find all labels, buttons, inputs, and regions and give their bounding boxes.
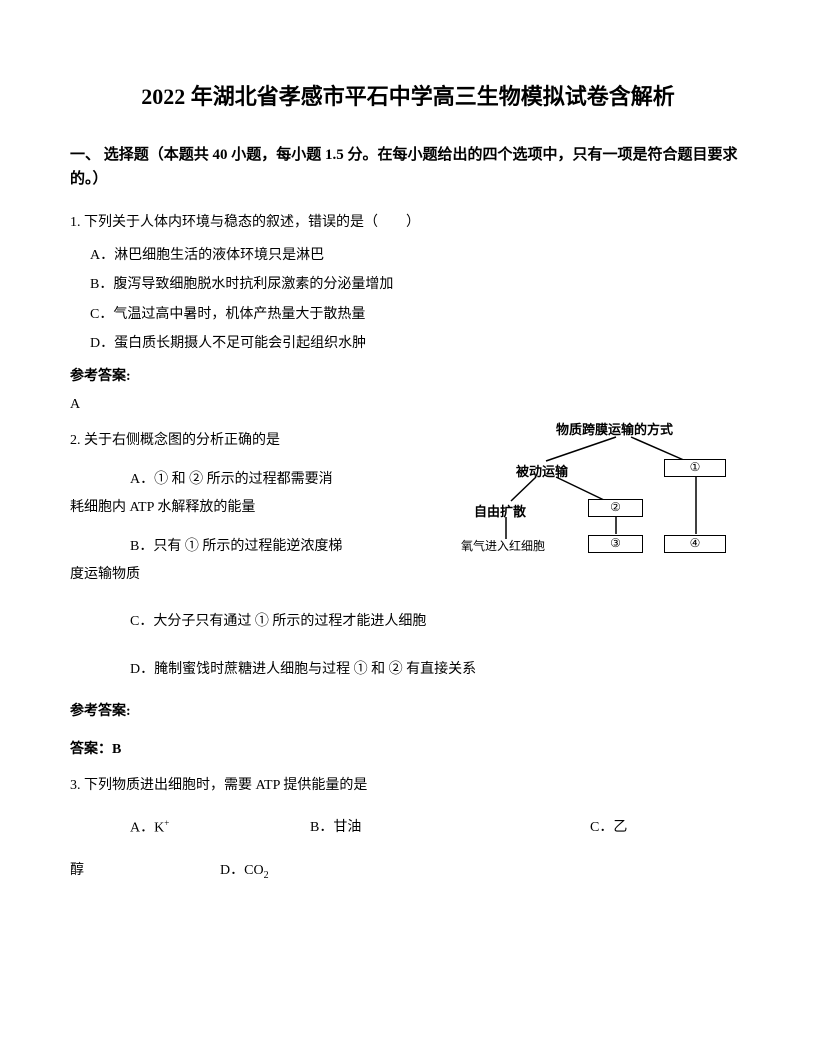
q2-answer-label: 参考答案: <box>70 698 746 726</box>
q1-stem-text: 下列关于人体内环境与稳态的叙述，错误的是（ ） <box>84 215 420 230</box>
q3-option-d: D．CO2 <box>220 857 269 886</box>
q2-number: 2. <box>70 433 81 448</box>
q3-option-b: B．甘油 <box>310 814 510 843</box>
q2-option-b-line2: 度运输物质 <box>70 561 410 589</box>
question-1: 1. 下列关于人体内环境与稳态的叙述，错误的是（ ） A．淋巴细胞生活的液体环境… <box>70 209 746 419</box>
q3-opt-d-sub: 2 <box>264 870 269 881</box>
q2-option-b-line1: B．只有 ① 所示的过程能逆浓度梯 <box>70 532 410 561</box>
q3-number: 3. <box>70 778 81 793</box>
q1-stem: 1. 下列关于人体内环境与稳态的叙述，错误的是（ ） <box>70 209 746 237</box>
q1-option-c: C．气温过高中暑时，机体产热量大于散热量 <box>70 300 746 329</box>
q3-options-row1: A．K+ B．甘油 C．乙 <box>70 814 746 843</box>
q2-option-c: C．大分子只有通过 ① 所示的过程才能进人细胞 <box>70 607 746 636</box>
q1-option-a: A．淋巴细胞生活的液体环境只是淋巴 <box>70 241 746 270</box>
question-3: 3. 下列物质进出细胞时，需要 ATP 提供能量的是 A．K+ B．甘油 C．乙… <box>70 772 746 885</box>
q2-stem-text: 关于右侧概念图的分析正确的是 <box>84 433 280 448</box>
diagram-oxygen: 氧气进入红细胞 <box>461 537 545 554</box>
q3-stem: 3. 下列物质进出细胞时，需要 ATP 提供能量的是 <box>70 772 746 800</box>
q2-option-a-line1: A．① 和 ② 所示的过程都需要消 <box>70 465 410 494</box>
q3-line2-left: 醇 <box>70 857 220 886</box>
q3-options-row2: 醇 D．CO2 <box>70 857 746 886</box>
diagram-box-3: ③ <box>588 535 643 553</box>
q1-answer: A <box>70 391 746 419</box>
diagram-box-4: ④ <box>664 535 726 553</box>
exam-title: 2022 年湖北省孝感市平石中学高三生物模拟试卷含解析 <box>70 80 746 113</box>
q3-option-a: A．K+ <box>70 814 310 843</box>
diagram-passive: 被动运输 <box>516 461 568 480</box>
q2-option-d: D．腌制蜜饯时蔗糖进人细胞与过程 ① 和 ② 有直接关系 <box>70 655 746 684</box>
q1-answer-label: 参考答案: <box>70 363 746 391</box>
q3-option-c: C．乙 <box>510 814 627 843</box>
question-2: 2. 关于右侧概念图的分析正确的是 A．① 和 ② 所示的过程都需要消 耗细胞内… <box>70 427 746 765</box>
section-header: 一、 选择题（本题共 40 小题，每小题 1.5 分。在每小题给出的四个选项中，… <box>70 143 746 191</box>
concept-diagram: 物质跨膜运输的方式 被动运输 ① 自由扩散 ② 氧气进入红细胞 ③ ④ <box>466 419 756 569</box>
q2-answer: 答案：B <box>70 736 746 764</box>
q3-opt-d-prefix: D．CO <box>220 863 264 878</box>
diagram-box-1: ① <box>664 459 726 477</box>
diagram-free: 自由扩散 <box>474 501 526 520</box>
q1-option-d: D．蛋白质长期摄人不足可能会引起组织水肿 <box>70 329 746 358</box>
diagram-box-2: ② <box>588 499 643 517</box>
q2-left-text: A．① 和 ② 所示的过程都需要消 耗细胞内 ATP 水解释放的能量 B．只有 … <box>70 465 410 590</box>
q2-option-a-line2: 耗细胞内 ATP 水解释放的能量 <box>70 494 410 522</box>
q1-option-b: B．腹泻导致细胞脱水时抗利尿激素的分泌量增加 <box>70 270 746 299</box>
q3-opt-a-prefix: A．K <box>130 821 164 836</box>
q3-stem-text: 下列物质进出细胞时，需要 ATP 提供能量的是 <box>84 778 367 793</box>
q1-number: 1. <box>70 215 81 230</box>
q3-opt-a-sup: + <box>164 818 169 828</box>
